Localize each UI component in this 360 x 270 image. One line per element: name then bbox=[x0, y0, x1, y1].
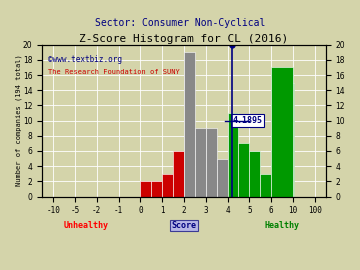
Bar bbox=[162, 174, 173, 197]
Bar bbox=[206, 128, 217, 197]
Text: The Research Foundation of SUNY: The Research Foundation of SUNY bbox=[48, 69, 180, 75]
Text: Unhealthy: Unhealthy bbox=[63, 221, 108, 230]
Bar bbox=[271, 151, 274, 197]
Bar bbox=[217, 158, 228, 197]
Text: Healthy: Healthy bbox=[265, 221, 300, 230]
Text: 4.1895: 4.1895 bbox=[233, 116, 263, 125]
Title: Z-Score Histogram for CL (2016): Z-Score Histogram for CL (2016) bbox=[79, 34, 289, 44]
Text: ©www.textbiz.org: ©www.textbiz.org bbox=[48, 55, 122, 64]
Bar bbox=[184, 52, 195, 197]
Bar bbox=[249, 151, 260, 197]
Bar bbox=[140, 181, 151, 197]
Bar bbox=[271, 68, 293, 197]
Bar bbox=[173, 151, 184, 197]
Bar bbox=[151, 181, 162, 197]
Bar bbox=[238, 143, 249, 197]
Text: Score: Score bbox=[171, 221, 197, 230]
Y-axis label: Number of companies (194 total): Number of companies (194 total) bbox=[15, 55, 22, 187]
Bar bbox=[260, 174, 271, 197]
Text: Sector: Consumer Non-Cyclical: Sector: Consumer Non-Cyclical bbox=[95, 18, 265, 28]
Bar bbox=[293, 83, 294, 197]
Bar bbox=[195, 128, 206, 197]
Bar bbox=[228, 113, 238, 197]
